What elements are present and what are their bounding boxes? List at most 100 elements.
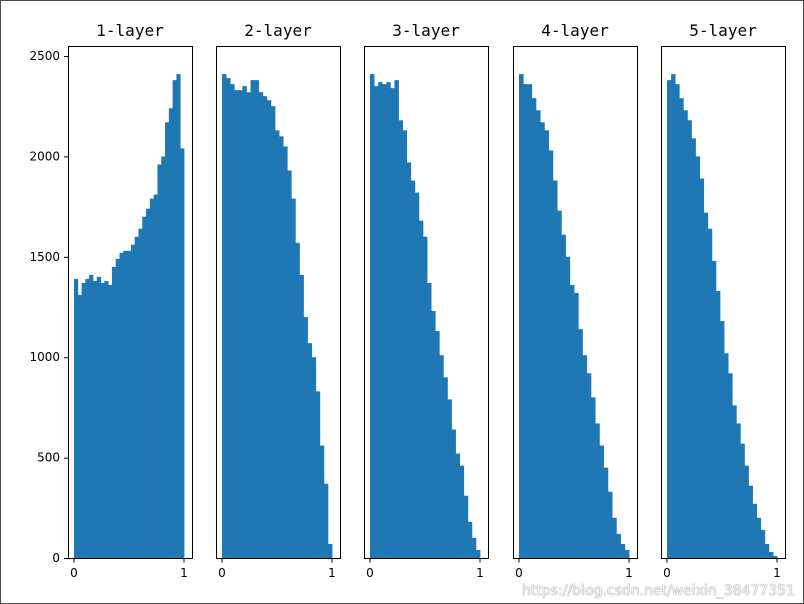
histogram-bar bbox=[616, 533, 621, 558]
y-tick-label: 0 bbox=[52, 551, 60, 565]
histogram-bar bbox=[552, 180, 558, 558]
histogram-bar bbox=[703, 212, 709, 558]
x-tick-label: 1 bbox=[773, 566, 781, 580]
x-tick-label: 0 bbox=[515, 566, 523, 580]
histogram-bar bbox=[683, 110, 688, 558]
histogram-bar bbox=[711, 260, 717, 558]
histogram-bar bbox=[607, 491, 613, 558]
histogram-bar bbox=[262, 96, 268, 558]
histogram-bar bbox=[398, 120, 403, 558]
histogram-bar bbox=[422, 236, 428, 558]
histogram-bar bbox=[586, 373, 592, 558]
histogram-bar bbox=[519, 74, 524, 559]
histogram-bar bbox=[258, 92, 264, 559]
x-tick-label: 1 bbox=[625, 566, 633, 580]
histogram-bar bbox=[463, 495, 469, 558]
histogram-bar bbox=[760, 529, 766, 558]
histogram-bar bbox=[451, 429, 456, 558]
y-tick-label: 1000 bbox=[29, 350, 60, 364]
histogram-bar bbox=[748, 485, 753, 558]
axes-frame bbox=[68, 46, 193, 559]
histogram-bar bbox=[447, 399, 452, 558]
histogram-bar bbox=[89, 274, 94, 558]
histogram-bar bbox=[557, 210, 562, 558]
histogram-bar bbox=[119, 252, 124, 558]
histogram-bar bbox=[691, 138, 696, 559]
histogram-bar bbox=[157, 164, 162, 558]
histogram-bar bbox=[475, 549, 481, 558]
histogram-bar bbox=[92, 280, 98, 558]
histogram-bar bbox=[74, 278, 79, 558]
histogram-bar bbox=[142, 216, 147, 559]
histogram-bar bbox=[540, 122, 545, 559]
histogram-bar bbox=[287, 170, 292, 559]
x-tick-label: 0 bbox=[70, 566, 78, 580]
histogram-bar bbox=[226, 78, 231, 558]
subplot-title: 3-layer bbox=[392, 21, 460, 40]
histogram-bar bbox=[435, 331, 440, 558]
histogram-bar bbox=[569, 284, 575, 558]
histogram-bar bbox=[100, 282, 105, 558]
histogram-bar bbox=[544, 130, 550, 558]
histogram-bar bbox=[699, 178, 705, 558]
histogram-bar bbox=[323, 483, 329, 558]
histogram-bar bbox=[319, 445, 325, 558]
histogram-bar bbox=[578, 329, 583, 558]
histogram-bar bbox=[81, 282, 86, 558]
histogram-bar bbox=[715, 290, 721, 558]
histogram-bar bbox=[471, 537, 477, 558]
histogram-bar bbox=[138, 228, 143, 558]
histogram-bar bbox=[744, 465, 749, 558]
histogram-bar bbox=[279, 136, 284, 558]
histogram-bar bbox=[431, 311, 436, 558]
histogram-bar bbox=[590, 397, 596, 558]
histogram-bar bbox=[96, 276, 101, 558]
histogram-bar bbox=[687, 120, 692, 558]
histogram-bar bbox=[238, 90, 243, 559]
x-tick-label: 1 bbox=[476, 566, 484, 580]
axes-frame bbox=[661, 46, 786, 559]
histogram-bar bbox=[165, 122, 170, 559]
histogram-bar bbox=[574, 292, 579, 558]
histogram-bar bbox=[439, 355, 444, 558]
histogram-bar bbox=[671, 74, 676, 559]
histogram-bar bbox=[230, 84, 235, 559]
histogram-bar bbox=[222, 74, 227, 559]
histogram-bar bbox=[620, 543, 626, 558]
histogram-bar bbox=[414, 192, 420, 558]
subplot-5: 5-layer 0 1 bbox=[661, 21, 786, 580]
histogram-bar bbox=[427, 282, 432, 558]
histogram-bar bbox=[108, 284, 113, 558]
histogram-bar bbox=[459, 465, 465, 558]
histogram-bar bbox=[315, 391, 321, 558]
histogram-bar bbox=[599, 445, 605, 558]
histogram-bar bbox=[307, 343, 313, 558]
histogram-bar bbox=[127, 250, 132, 559]
histogram-bar bbox=[146, 208, 151, 558]
histogram-bar bbox=[168, 108, 174, 559]
histogram-bar bbox=[406, 162, 412, 558]
histogram-bar bbox=[394, 80, 399, 558]
histogram-bar bbox=[443, 377, 448, 558]
histogram-bar bbox=[378, 82, 383, 558]
histogram-bar bbox=[242, 86, 247, 558]
histogram-bar bbox=[283, 146, 288, 558]
histogram-bar bbox=[250, 80, 255, 558]
histogram-bar bbox=[382, 84, 387, 559]
histogram-bar bbox=[295, 242, 300, 558]
histogram-bar bbox=[561, 234, 566, 559]
histogram-bar bbox=[299, 274, 304, 558]
histogram-bar bbox=[180, 148, 185, 558]
x-tick-label: 1 bbox=[328, 566, 336, 580]
histogram-bar bbox=[274, 130, 280, 558]
histogram-bar bbox=[736, 423, 741, 558]
histogram-bar bbox=[728, 373, 733, 558]
histogram-bar bbox=[772, 555, 778, 558]
histogram-bar bbox=[370, 74, 375, 559]
subplot-title: 2-layer bbox=[244, 21, 312, 40]
histogram-bar bbox=[85, 278, 90, 558]
subplot-3: 3-layer 0 1 bbox=[364, 21, 489, 580]
histogram-bar bbox=[719, 321, 725, 558]
histogram-bar bbox=[176, 74, 181, 559]
histogram-bar bbox=[266, 100, 272, 559]
